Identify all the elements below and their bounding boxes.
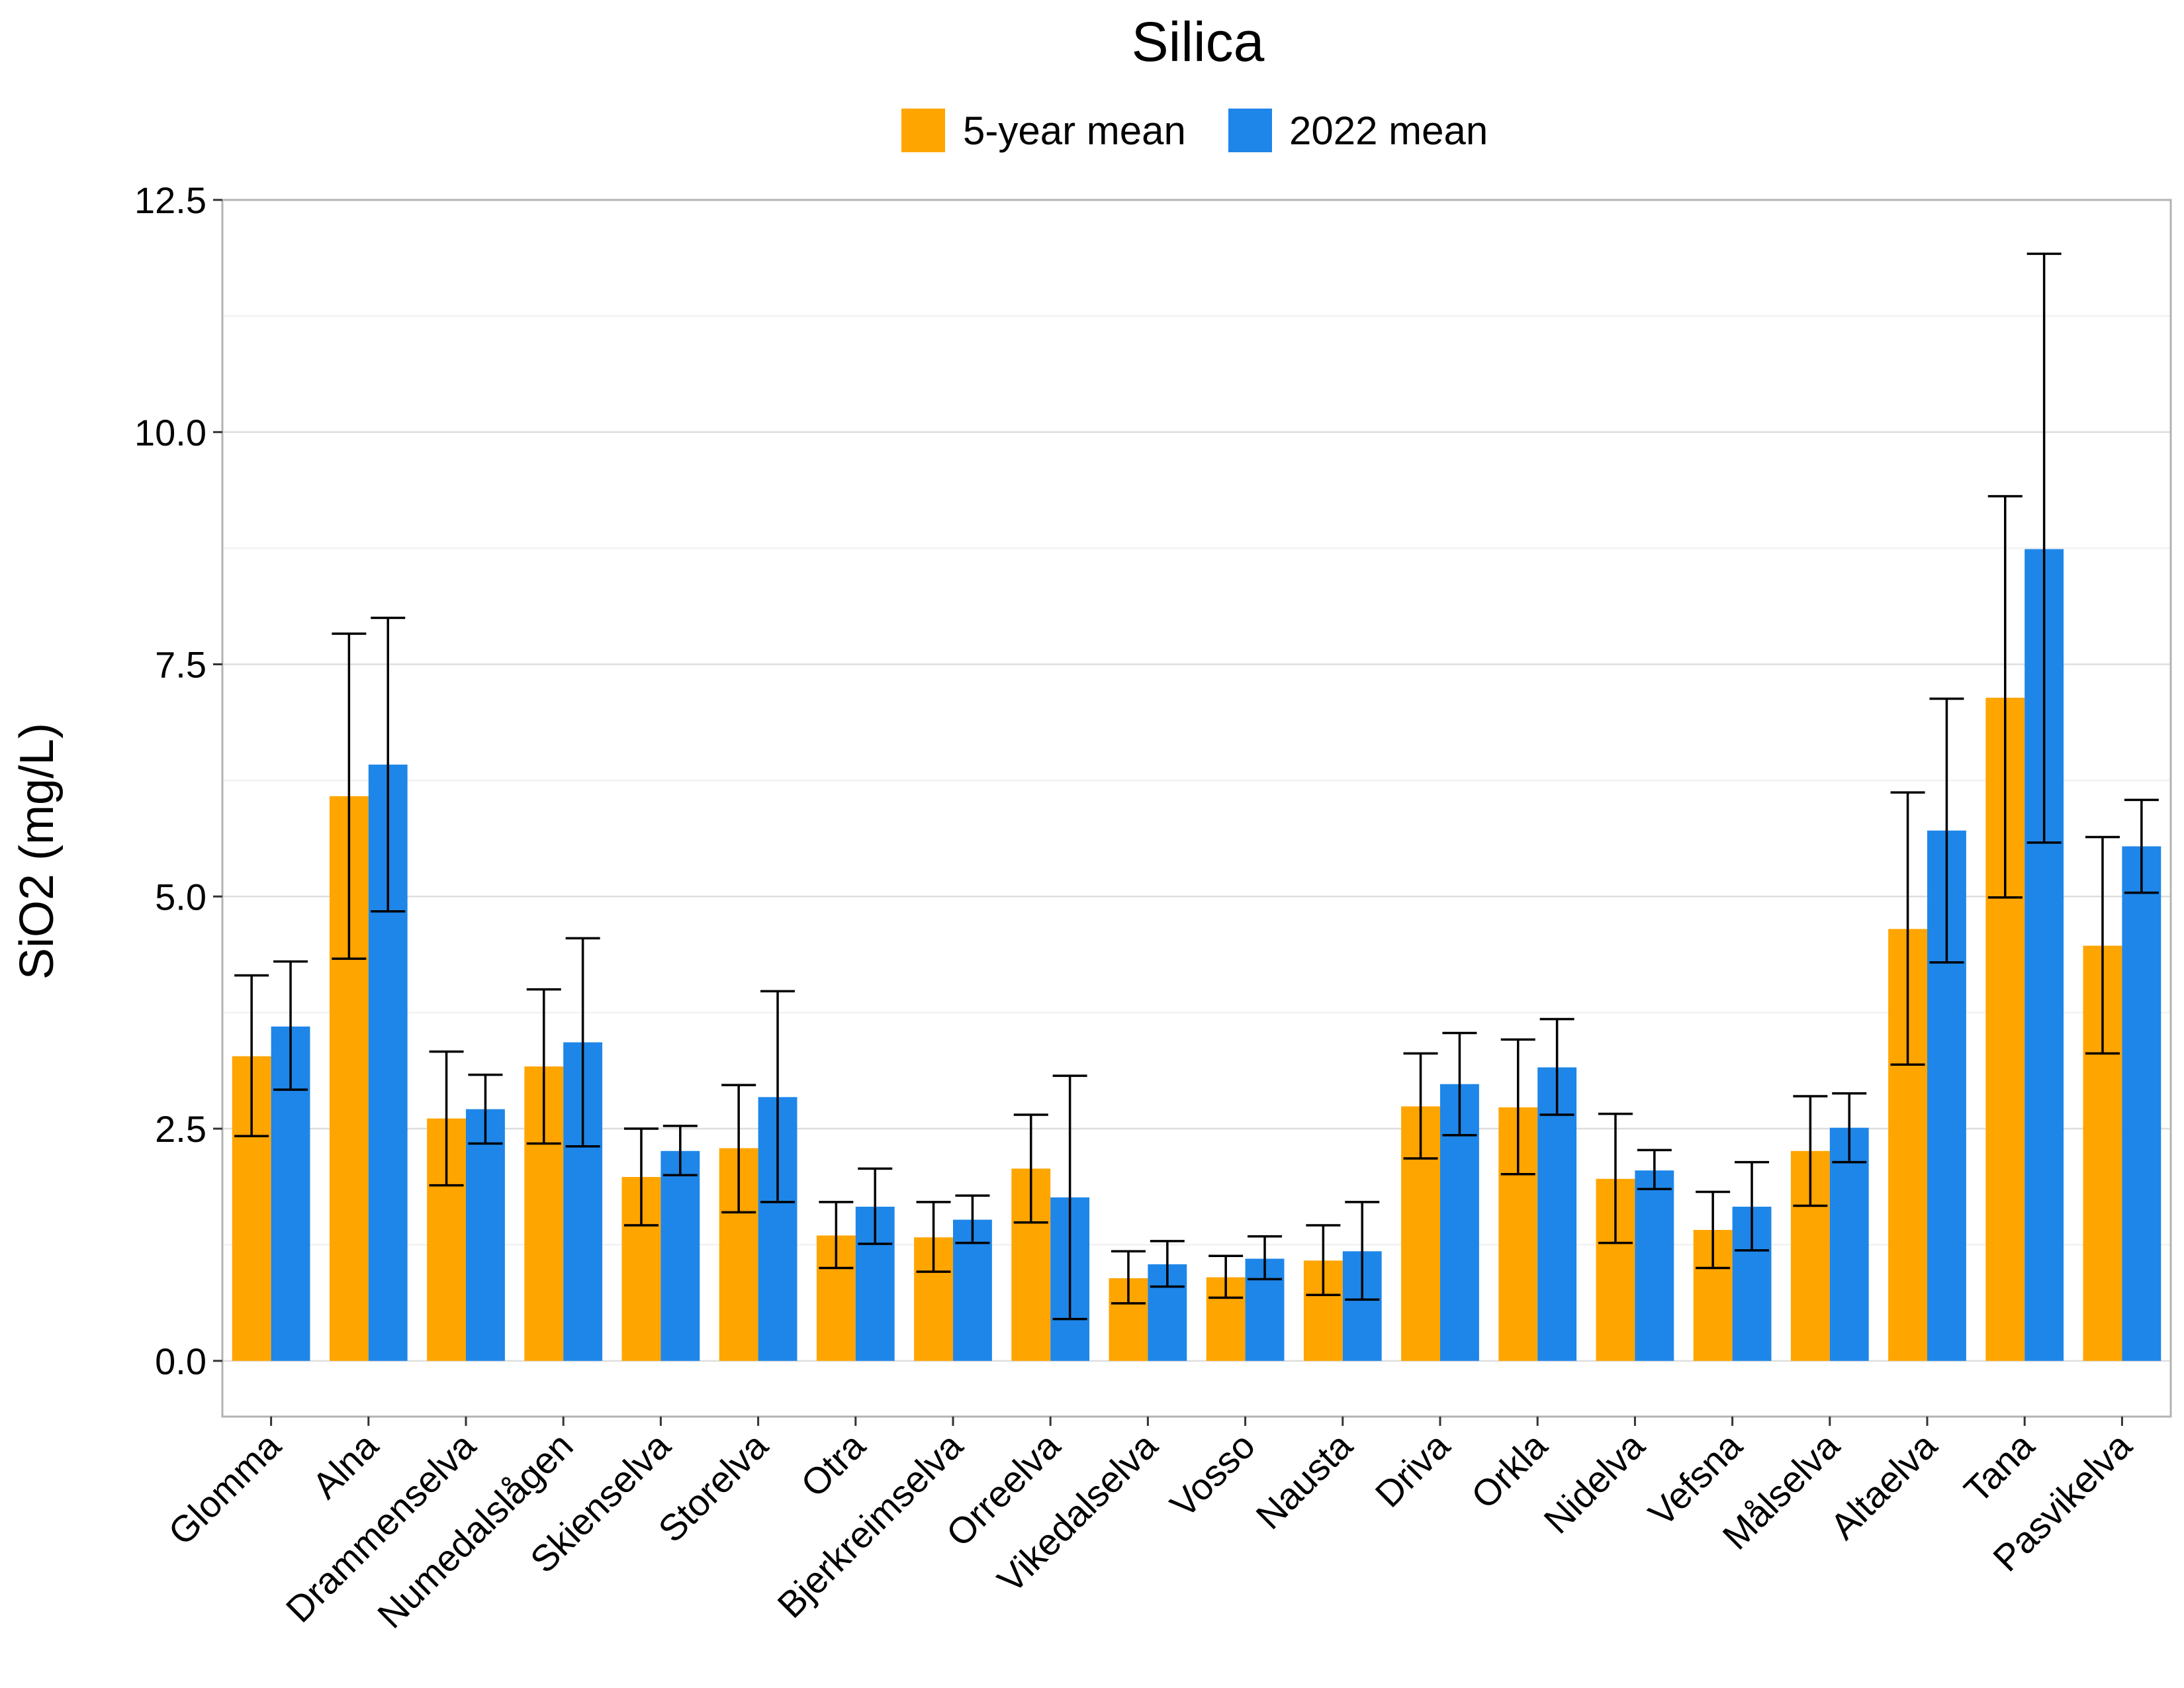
errorbar-5-year-mean-drammenselva [429, 1050, 464, 1187]
legend-label-2022-mean: 2022 mean [1289, 109, 1488, 153]
errorbar-2022-mean-driva [1442, 1031, 1477, 1137]
legend-swatch-2022-mean [1228, 109, 1272, 152]
errorbar-5-year-mean-numedalslågen [526, 988, 561, 1145]
bar-2022-mean-pasvikelva [2122, 846, 2161, 1361]
bar-2022-mean-skienselva [660, 1150, 700, 1361]
errorbar-5-year-mean-målselva [1793, 1095, 1828, 1207]
x-tick-label-altaelva: Altaelva [1822, 1424, 1945, 1547]
errorbar-2022-mean-pasvikelva [2124, 798, 2159, 894]
errorbar-2022-mean-bjerkreimselva [955, 1194, 990, 1244]
bar-2022-mean-målselva [1829, 1127, 1869, 1361]
errorbar-2022-mean-vosso [1248, 1235, 1283, 1281]
errorbar-2022-mean-glomma [273, 960, 308, 1091]
x-tick-label-tana: Tana [1956, 1424, 2042, 1511]
errorbar-5-year-mean-altaelva [1890, 791, 1925, 1066]
errorbar-5-year-mean-orreelva [1013, 1113, 1048, 1224]
errorbar-2022-mean-målselva [1832, 1092, 1867, 1164]
bar-2022-mean-nidelva [1635, 1170, 1674, 1361]
bars [232, 549, 2161, 1361]
errorbar-2022-mean-otra [858, 1167, 893, 1245]
errorbar-5-year-mean-tana [1987, 494, 2023, 899]
y-tick-label: 5.0 [155, 876, 206, 917]
errorbar-5-year-mean-bjerkreimselva [916, 1201, 951, 1273]
errorbar-5-year-mean-glomma [234, 974, 269, 1138]
bar-2022-mean-orkla [1537, 1067, 1577, 1361]
legend: 5-year mean 2022 mean [901, 109, 1488, 153]
errorbar-2022-mean-vefsna [1735, 1160, 1770, 1252]
errorbar-5-year-mean-skienselva [623, 1127, 659, 1227]
errorbar-2022-mean-numedalslågen [565, 937, 600, 1148]
errorbar-5-year-mean-pasvikelva [2085, 835, 2120, 1055]
errorbar-5-year-mean-orkla [1500, 1038, 1535, 1176]
x-axis: Glomma AlnaDrammenselvaNumedalslågenSkien… [160, 1417, 2140, 1636]
legend-label-5-year-mean: 5-year mean [963, 109, 1186, 153]
errorbar-5-year-mean-storelva [721, 1084, 756, 1214]
y-tick-label: 7.5 [155, 644, 206, 686]
errorbar-2022-mean-altaelva [1929, 697, 1964, 964]
errorbar-5-year-mean-nidelva [1598, 1112, 1633, 1244]
y-axis: 0.0 2.5 5.0 7.5 10.0 12.5 [134, 179, 222, 1382]
errorbar-5-year-mean-vosso [1208, 1254, 1244, 1299]
errorbar-5-year-mean-nausta [1306, 1224, 1341, 1296]
errorbar-2022-mean-drammenselva [468, 1073, 503, 1145]
x-tick-label-nidelva: Nidelva [1535, 1424, 1653, 1541]
errorbar-2022-mean-alna [371, 616, 406, 913]
x-tick-label-vosso: Vosso [1162, 1425, 1263, 1525]
chart-title: Silica [1132, 11, 1265, 73]
errorbar-2022-mean-vikedalselva [1150, 1240, 1185, 1288]
plot-panel [221, 199, 2172, 1418]
bar-2022-mean-drammenselva [466, 1109, 505, 1361]
errorbar-5-year-mean-alna [332, 632, 367, 961]
errorbar-2022-mean-orreelva [1052, 1074, 1087, 1321]
y-tick-label: 2.5 [155, 1108, 206, 1150]
y-tick-label: 10.0 [134, 412, 206, 453]
grid [222, 199, 2171, 1362]
x-tick-label-driva: Driva [1367, 1424, 1459, 1515]
errorbar-5-year-mean-vikedalselva [1111, 1250, 1146, 1305]
x-tick-label-storelva: Storelva [650, 1424, 776, 1550]
errorbar-2022-mean-storelva [760, 990, 796, 1203]
x-tick-label-alna: Alna [304, 1424, 386, 1506]
error-bars [234, 252, 2159, 1321]
x-tick-label-nausta: Nausta [1248, 1424, 1361, 1537]
y-tick-label: 0.0 [155, 1340, 206, 1382]
errorbar-5-year-mean-otra [819, 1201, 854, 1270]
errorbar-2022-mean-nausta [1345, 1201, 1380, 1301]
y-tick-label: 12.5 [134, 179, 206, 221]
x-tick-label-glomma: Glomma [160, 1424, 289, 1553]
x-tick-label-otra: Otra [793, 1424, 874, 1505]
errorbar-2022-mean-nidelva [1637, 1149, 1672, 1191]
errorbar-2022-mean-skienselva [662, 1125, 698, 1176]
errorbar-5-year-mean-vefsna [1696, 1190, 1731, 1270]
errorbar-2022-mean-tana [2026, 252, 2062, 844]
y-axis-title: SiO2 (mg/L) [11, 723, 64, 980]
errorbar-2022-mean-orkla [1539, 1017, 1574, 1116]
errorbar-5-year-mean-driva [1403, 1052, 1438, 1160]
legend-swatch-5-year-mean [901, 109, 945, 152]
x-tick-label-orkla: Orkla [1463, 1424, 1556, 1517]
